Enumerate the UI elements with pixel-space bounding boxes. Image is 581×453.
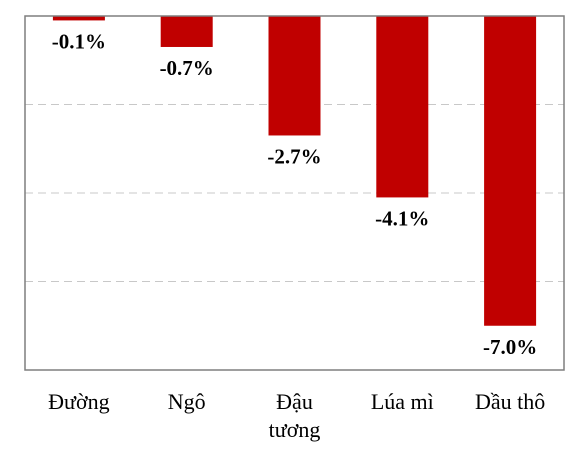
category-label: Ngô bbox=[168, 389, 206, 414]
data-label: -4.1% bbox=[375, 206, 429, 230]
category-label: Lúa mì bbox=[371, 389, 434, 414]
data-label: -0.7% bbox=[160, 56, 214, 80]
category-label: tương bbox=[269, 417, 321, 442]
data-labels: -0.1% -0.7% -2.7% -4.1% -7.0% bbox=[52, 29, 537, 358]
data-label: -2.7% bbox=[267, 144, 321, 168]
plot-frame bbox=[24, 15, 565, 371]
bar bbox=[268, 16, 321, 136]
category-label: Đường bbox=[48, 389, 109, 414]
bar bbox=[52, 16, 105, 21]
bar bbox=[376, 16, 429, 198]
bars bbox=[52, 16, 537, 326]
data-label: -0.1% bbox=[52, 29, 106, 53]
category-label: Đậu bbox=[276, 389, 313, 414]
bar bbox=[484, 16, 537, 326]
gridlines bbox=[25, 104, 564, 282]
category-label: Dầu thô bbox=[475, 389, 545, 414]
category-labels: Đường Ngô Đậu tương Lúa mì Dầu thô bbox=[48, 389, 545, 442]
data-label: -7.0% bbox=[483, 335, 537, 359]
bar bbox=[160, 16, 213, 47]
